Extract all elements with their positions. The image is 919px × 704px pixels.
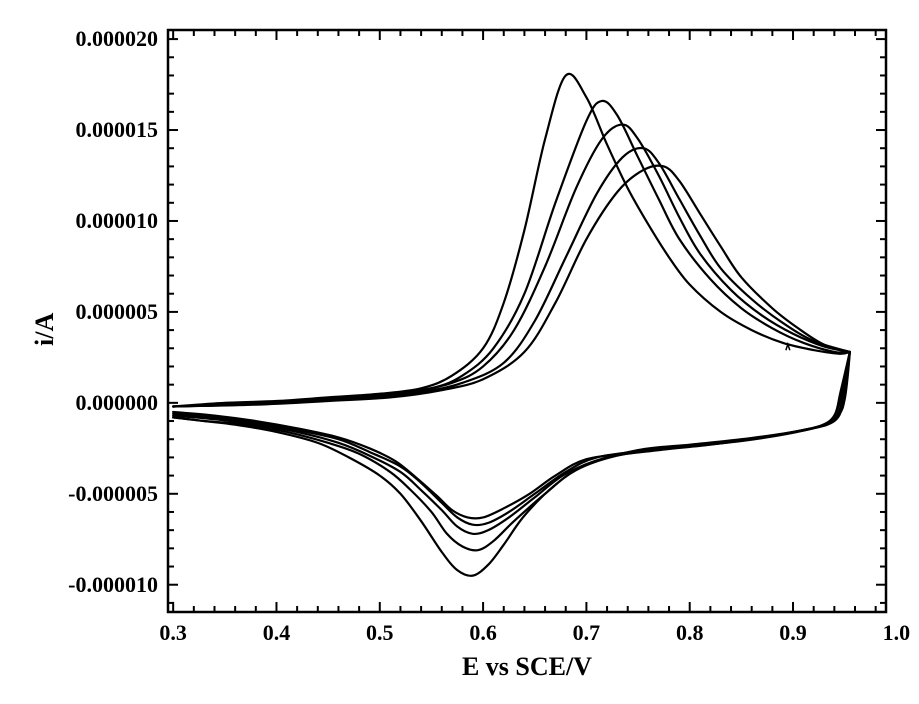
y-tick-label: 0.000000	[18, 390, 158, 416]
x-tick-label: 0.7	[561, 620, 611, 646]
x-tick-label: 0.5	[355, 620, 405, 646]
y-tick-label: 0.000010	[18, 208, 158, 234]
x-tick-label: 1.0	[871, 620, 919, 646]
y-tick-label: -0.000010	[18, 572, 158, 598]
y-tick-label: 0.000015	[18, 117, 158, 143]
y-tick-label: 0.000020	[18, 26, 158, 52]
cv-curve-2-forward	[173, 101, 850, 407]
x-tick-label: 0.6	[458, 620, 508, 646]
cv-curve-2-reverse	[173, 352, 850, 550]
x-tick-label: 0.9	[768, 620, 818, 646]
cv-curve-3-reverse	[173, 352, 850, 534]
y-tick-label: 0.000005	[18, 299, 158, 325]
cv-curve-5-forward	[173, 166, 850, 407]
x-tick-label: 0.4	[251, 620, 301, 646]
x-tick-label: 0.3	[148, 620, 198, 646]
cv-curve-5-reverse	[173, 352, 850, 519]
x-axis-label: E vs SCE/V	[427, 652, 627, 682]
plot-canvas	[0, 0, 919, 704]
cv-curve-1-reverse	[173, 352, 850, 576]
cv-chart-figure: i/A E vs SCE/V 0.30.40.50.60.70.80.91.0-…	[0, 0, 919, 704]
x-tick-label: 0.8	[665, 620, 715, 646]
y-tick-label: -0.000005	[18, 481, 158, 507]
